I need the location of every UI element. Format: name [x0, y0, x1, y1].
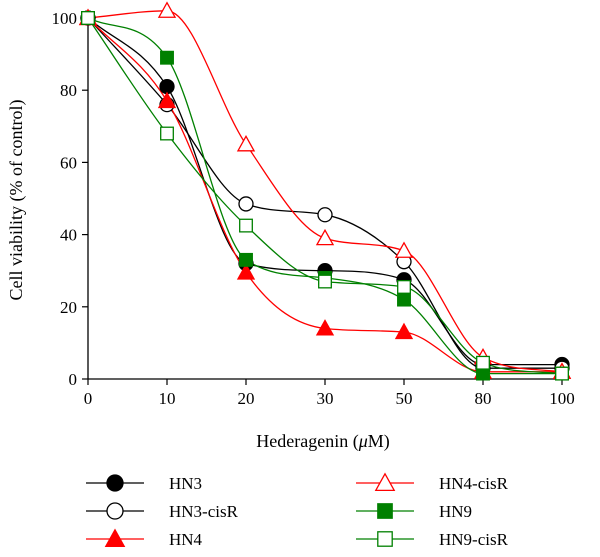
- legend-label-hn3-cisr: HN3-cisR: [169, 502, 239, 521]
- legend-marker-hn3-cisr: [106, 502, 124, 520]
- data-point-hn9-cisr: [555, 366, 569, 381]
- data-point-hn4-cisr: [236, 134, 256, 152]
- legend-item-hn9: HN9: [356, 502, 472, 521]
- series-line-hn3-cisr: [87, 17, 562, 369]
- legend: HN3 HN3-cisR HN4 HN4-cisR HN9 HN9-cisR: [86, 472, 509, 549]
- legend-item-hn4: HN4: [86, 528, 203, 549]
- x-tick-label: 20: [238, 389, 255, 408]
- series-points-hn3: [80, 10, 570, 373]
- y-tick-label: 80: [60, 81, 77, 100]
- series-line-hn3: [87, 17, 562, 366]
- y-tick-label: 100: [52, 9, 78, 28]
- series-line-hn4-cisr: [87, 10, 563, 373]
- data-point-hn9-cisr: [318, 274, 332, 289]
- ticks: 0 10 20 30 50 80 100 0 20 40 60 80 100: [52, 9, 575, 408]
- data-point-hn9: [160, 50, 174, 65]
- data-point-hn9-cisr: [81, 11, 95, 25]
- data-point-hn9: [397, 292, 411, 307]
- series-points-hn4: [78, 8, 572, 379]
- series-markers: [78, 1, 572, 381]
- legend-label-hn4: HN4: [169, 530, 203, 549]
- data-point-hn4: [157, 91, 177, 109]
- series-points-hn9-cisr: [81, 11, 569, 381]
- data-point-hn4: [315, 319, 335, 336]
- legend-label-hn9-cisr: HN9-cisR: [439, 530, 509, 549]
- data-point-hn9-cisr: [239, 218, 253, 233]
- data-point-hn4: [394, 322, 414, 340]
- x-axis-label: Hederagenin (μM): [256, 431, 390, 452]
- legend-item-hn3: HN3: [86, 474, 202, 493]
- data-point-hn4-cisr: [394, 241, 414, 258]
- legend-item-hn9-cisr: HN9-cisR: [356, 530, 509, 549]
- x-tick-label: 100: [549, 389, 575, 408]
- legend-marker-hn9: [377, 503, 393, 519]
- data-point-hn9-cisr: [476, 355, 490, 370]
- y-tick-label: 40: [60, 226, 77, 245]
- y-tick-label: 60: [60, 153, 77, 172]
- legend-label-hn9: HN9: [439, 502, 472, 521]
- x-tick-label: 0: [84, 389, 93, 408]
- data-point-hn9-cisr: [160, 126, 174, 141]
- data-point-hn9-cisr: [397, 279, 411, 294]
- legend-marker-hn4: [104, 528, 126, 548]
- legend-item-hn3-cisr: HN3-cisR: [86, 502, 239, 521]
- legend-label-hn3: HN3: [169, 474, 202, 493]
- data-point-hn4: [236, 263, 256, 280]
- legend-label-hn4-cisr: HN4-cisR: [439, 474, 509, 493]
- legend-marker-hn4-cisr: [374, 472, 396, 492]
- y-tick-label: 0: [69, 370, 78, 389]
- x-tick-label: 30: [317, 389, 334, 408]
- data-point-hn9: [239, 252, 253, 267]
- y-tick-label: 20: [60, 298, 77, 317]
- y-axis-label: Cell viability (% of control): [6, 100, 27, 301]
- data-point-hn4-cisr: [315, 228, 335, 246]
- legend-marker-hn3: [106, 474, 124, 492]
- data-point-hn4-cisr: [157, 1, 177, 18]
- legend-marker-hn9-cisr: [377, 531, 393, 547]
- data-point-hn3: [159, 78, 175, 95]
- x-tick-label: 10: [159, 389, 176, 408]
- legend-item-hn4-cisr: HN4-cisR: [356, 472, 509, 493]
- data-point-hn3-cisr: [238, 196, 254, 212]
- x-tick-label: 50: [396, 389, 413, 408]
- data-point-hn3-cisr: [317, 207, 333, 223]
- x-tick-label: 80: [475, 389, 492, 408]
- series-line-hn4: [87, 17, 562, 373]
